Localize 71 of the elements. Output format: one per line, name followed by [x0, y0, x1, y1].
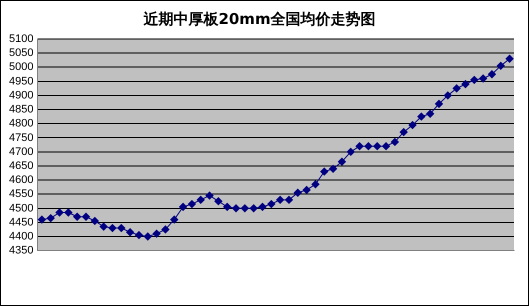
- y-tick-label: 4750: [8, 132, 34, 144]
- point: [302, 186, 311, 194]
- point: [250, 204, 258, 212]
- point: [170, 216, 178, 224]
- y-tick-label: 4600: [8, 174, 34, 186]
- point: [276, 196, 284, 204]
- point: [382, 142, 390, 150]
- point: [506, 54, 514, 63]
- point: [356, 142, 364, 150]
- y-tick-label: 4400: [8, 230, 34, 243]
- point: [188, 200, 196, 208]
- y-tick-label: 5050: [8, 47, 34, 60]
- point: [206, 192, 214, 200]
- point: [46, 214, 55, 222]
- point: [294, 188, 302, 197]
- point: [444, 91, 452, 100]
- point: [426, 110, 434, 118]
- point: [400, 128, 408, 136]
- point: [152, 230, 161, 238]
- point: [408, 121, 417, 130]
- point: [82, 212, 90, 221]
- y-tick-label: 4650: [8, 160, 34, 172]
- y-tick-label: 5100: [8, 33, 34, 46]
- point: [117, 224, 126, 232]
- y-tick-label: 4450: [8, 216, 34, 228]
- point: [196, 196, 205, 204]
- point: [452, 84, 461, 92]
- point: [390, 138, 399, 146]
- y-tick-label: 4900: [8, 89, 34, 102]
- point: [311, 180, 320, 188]
- point: [38, 216, 46, 224]
- y-tick-label: 5000: [8, 61, 34, 74]
- point: [488, 70, 496, 78]
- point: [267, 200, 276, 208]
- point: [346, 148, 355, 156]
- y-tick-label: 4500: [8, 202, 34, 214]
- point: [108, 224, 116, 232]
- point: [373, 142, 382, 150]
- point: [364, 142, 372, 150]
- y-tick-label: 4850: [8, 104, 34, 116]
- point: [461, 80, 470, 88]
- point: [214, 197, 222, 206]
- point: [320, 168, 328, 176]
- point: [329, 164, 338, 173]
- point: [470, 76, 478, 84]
- point: [496, 62, 505, 70]
- point: [338, 158, 346, 166]
- point: [161, 225, 170, 234]
- point: [56, 208, 64, 217]
- point: [144, 232, 152, 240]
- y-tick-label: 4950: [8, 75, 34, 88]
- point: [258, 202, 266, 211]
- point: [417, 112, 426, 121]
- point: [434, 100, 443, 108]
- point: [64, 208, 72, 217]
- point: [100, 222, 108, 231]
- y-tick-label: 4800: [8, 118, 34, 130]
- point: [179, 202, 188, 211]
- point: [73, 212, 82, 221]
- point: [240, 204, 249, 212]
- y-tick-label: 4550: [8, 188, 34, 200]
- point: [134, 231, 143, 240]
- point: [284, 196, 293, 204]
- chart-title: 近期中厚板20mm全国均价走势图: [142, 10, 376, 28]
- point: [479, 74, 488, 82]
- point: [126, 228, 134, 236]
- point: [232, 204, 240, 212]
- y-tick-label: 4350: [8, 244, 34, 257]
- y-tick-label: 4700: [8, 146, 34, 158]
- point: [223, 202, 232, 211]
- point: [90, 216, 99, 225]
